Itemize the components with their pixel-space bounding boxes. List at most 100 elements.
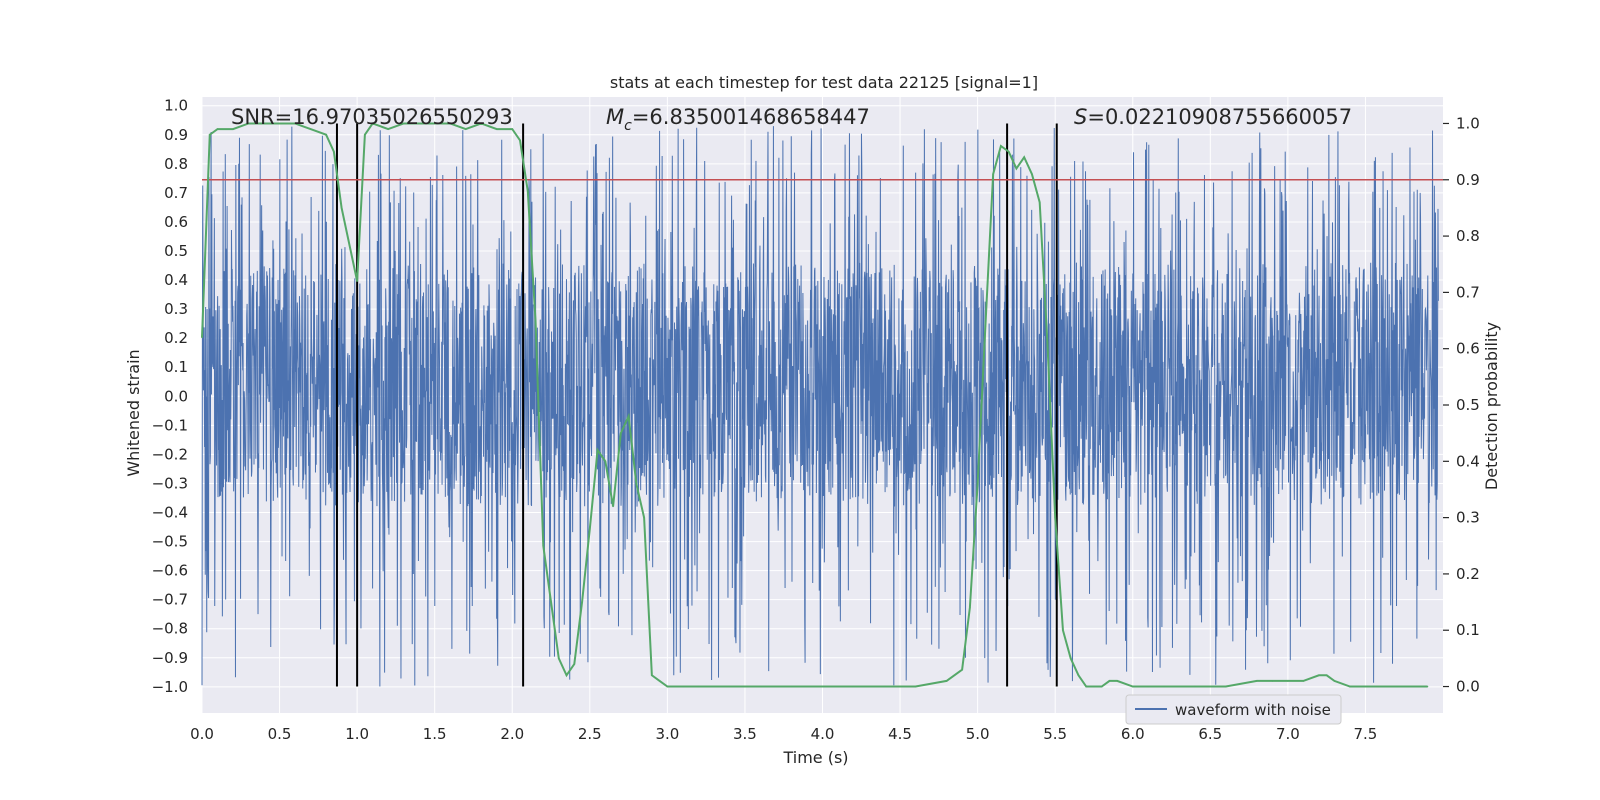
left-y-axis-label: Whitened strain	[124, 349, 143, 476]
right-y-tick-label: 0.1	[1456, 621, 1480, 639]
x-tick-label: 1.0	[345, 725, 369, 743]
probability-point	[449, 122, 452, 125]
probability-point	[201, 336, 203, 339]
left-y-tick-label: 0.5	[164, 242, 188, 260]
waveform-series	[201, 126, 1439, 687]
chart-title: stats at each timestep for test data 221…	[610, 73, 1038, 92]
probability-point	[1046, 342, 1049, 344]
right-y-tick-label: 0.0	[1456, 678, 1480, 696]
probability-point	[1093, 685, 1095, 688]
probability-point	[976, 483, 979, 485]
left-y-tick-label: 0.1	[164, 358, 188, 376]
probability-point	[1116, 680, 1119, 682]
x-tick-label: 6.5	[1198, 725, 1222, 743]
right-y-tick-label: 0.9	[1456, 171, 1480, 189]
probability-point	[542, 544, 545, 547]
probability-point	[208, 133, 211, 136]
probability-point	[658, 680, 661, 682]
probability-point	[1194, 685, 1196, 688]
x-tick-label: 6.0	[1121, 725, 1145, 743]
probability-point	[1077, 674, 1080, 677]
probability-point	[1318, 674, 1320, 677]
x-tick-label: 4.5	[888, 725, 912, 743]
x-tick-label: 0.0	[190, 725, 214, 743]
probability-point	[612, 505, 614, 508]
left-y-tick-label: −0.9	[152, 649, 188, 667]
x-tick-label: 3.5	[733, 725, 757, 743]
x-tick-label: 2.5	[578, 725, 602, 743]
right-y-tick-label: 0.4	[1456, 452, 1480, 470]
x-tick-label: 5.5	[1043, 725, 1067, 743]
probability-point	[1069, 657, 1072, 660]
probability-point	[534, 319, 537, 322]
probability-point	[643, 516, 645, 519]
probability-point	[263, 122, 265, 125]
x-tick-label: 7.5	[1354, 725, 1378, 743]
probability-point	[565, 674, 568, 677]
probability-point	[278, 122, 281, 125]
probability-point	[969, 606, 971, 609]
probability-point	[294, 122, 296, 125]
right-y-tick-label: 0.2	[1456, 565, 1480, 583]
probability-point	[1333, 680, 1336, 682]
probability-point	[1395, 685, 1398, 688]
probability-point	[1364, 685, 1367, 688]
probability-point	[620, 432, 622, 434]
left-y-tick-label: 0.0	[164, 387, 188, 405]
probability-point	[418, 122, 420, 125]
left-y-tick-label: −1.0	[152, 678, 188, 696]
legend-label: waveform with noise	[1175, 701, 1331, 719]
probability-point	[232, 128, 234, 130]
left-y-tick-label: −0.7	[152, 591, 188, 609]
left-y-tick-label: 0.4	[164, 271, 188, 289]
left-y-tick-label: −0.2	[152, 445, 188, 463]
probability-point	[340, 207, 343, 209]
probability-point	[635, 483, 638, 485]
x-axis-label: Time (s)	[782, 748, 848, 767]
left-y-tick-label: 0.3	[164, 300, 188, 318]
probability-point	[402, 122, 405, 125]
probability-point	[573, 663, 576, 665]
probability-point	[581, 601, 583, 603]
probability-point	[1271, 680, 1274, 682]
probability-point	[1100, 685, 1103, 688]
probability-point	[1287, 680, 1289, 682]
right-y-tick-label: 1.0	[1456, 114, 1480, 132]
probability-point	[364, 133, 366, 136]
probability-point	[883, 685, 886, 688]
probability-point	[1085, 685, 1088, 688]
detection-probability-line	[201, 122, 1428, 688]
probability-point	[589, 528, 591, 530]
x-tick-label: 4.0	[811, 725, 835, 743]
probability-point	[1031, 173, 1033, 175]
probability-point	[984, 325, 987, 327]
probability-point	[1225, 685, 1227, 688]
waveform-line	[201, 126, 1439, 687]
probability-point	[1256, 680, 1258, 682]
probability-point	[1054, 516, 1056, 519]
detection-probability-points	[201, 122, 1429, 688]
probability-point	[961, 668, 963, 671]
x-tick-label: 3.0	[655, 725, 679, 743]
probability-point	[651, 674, 653, 677]
probability-point	[992, 173, 994, 175]
probability-point	[480, 122, 483, 125]
x-tick-label: 2.0	[500, 725, 524, 743]
probability-point	[697, 685, 700, 688]
probability-point	[1131, 685, 1134, 688]
probability-point	[728, 685, 731, 688]
right-y-tick-label: 0.5	[1456, 396, 1480, 414]
probability-point	[1000, 145, 1002, 147]
probability-point	[596, 449, 599, 451]
x-tick-label: 1.5	[423, 725, 447, 743]
right-y-tick-label: 0.7	[1456, 283, 1480, 301]
x-axis-ticks: 0.0 0.5 1.0 1.5 2.0 2.5 3.0 3.5 4.0 4.5 5.0 5.5 6.0 6…	[190, 725, 1377, 743]
probability-point	[682, 685, 684, 688]
left-y-tick-label: 1.0	[164, 97, 188, 115]
probability-point	[325, 133, 327, 136]
x-tick-label: 5.0	[966, 725, 990, 743]
probability-point	[1108, 680, 1111, 682]
probability-point	[387, 128, 389, 130]
left-y-tick-label: 0.6	[164, 213, 188, 231]
